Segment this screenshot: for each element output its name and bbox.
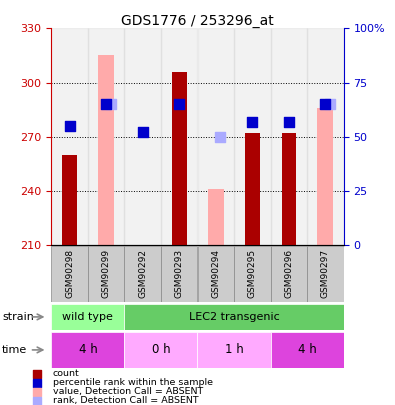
Text: GSM90297: GSM90297 [321, 249, 330, 298]
Bar [271, 28, 307, 245]
Bar [51, 332, 124, 368]
Text: value, Detection Call = ABSENT: value, Detection Call = ABSENT [53, 387, 203, 396]
Text: 4 h: 4 h [79, 343, 97, 356]
Point [322, 101, 329, 107]
Bar [161, 246, 198, 302]
Text: 0 h: 0 h [152, 343, 170, 356]
Bar [234, 246, 271, 302]
Point [139, 129, 146, 136]
Point [176, 101, 182, 107]
Text: rank, Detection Call = ABSENT: rank, Detection Call = ABSENT [53, 396, 199, 405]
Text: GSM90294: GSM90294 [211, 249, 220, 298]
Bar [234, 28, 271, 245]
Bar [172, 72, 186, 245]
Text: GSM90296: GSM90296 [284, 249, 293, 298]
Text: wild type: wild type [62, 312, 113, 322]
Bar [198, 28, 234, 245]
Text: time: time [2, 345, 27, 355]
Bar [282, 133, 296, 245]
Point [66, 123, 73, 129]
Text: GSM90292: GSM90292 [138, 249, 147, 298]
Text: percentile rank within the sample: percentile rank within the sample [53, 378, 213, 387]
Text: LEC2 transgenic: LEC2 transgenic [189, 312, 279, 322]
Bar [208, 189, 224, 245]
Point [103, 101, 109, 107]
Text: GSM90299: GSM90299 [102, 249, 111, 298]
Text: GDS1776 / 253296_at: GDS1776 / 253296_at [121, 14, 274, 28]
Text: GSM90293: GSM90293 [175, 249, 184, 298]
Text: count: count [53, 369, 80, 378]
Bar [98, 55, 114, 245]
Bar [307, 28, 344, 245]
Bar [124, 28, 161, 245]
Point [327, 101, 333, 107]
Bar [245, 133, 260, 245]
Bar [271, 332, 344, 368]
Bar [51, 28, 88, 245]
Bar [124, 246, 161, 302]
Bar [198, 332, 271, 368]
Point [34, 397, 40, 404]
Bar [62, 155, 77, 245]
Bar [271, 246, 307, 302]
Text: 1 h: 1 h [225, 343, 243, 356]
Point [34, 379, 40, 386]
Point [249, 118, 256, 125]
Point [34, 388, 40, 395]
Text: strain: strain [2, 312, 34, 322]
Bar [198, 246, 234, 302]
Bar [88, 246, 124, 302]
Bar [135, 245, 151, 250]
Bar [51, 246, 88, 302]
Text: GSM90298: GSM90298 [65, 249, 74, 298]
Bar [161, 28, 198, 245]
Bar [317, 108, 333, 245]
Text: GSM90295: GSM90295 [248, 249, 257, 298]
Bar [307, 246, 344, 302]
Bar [124, 304, 344, 330]
Point [286, 118, 292, 125]
Bar [124, 332, 198, 368]
Point [34, 371, 40, 377]
Bar [88, 28, 124, 245]
Point [217, 134, 223, 140]
Point [107, 101, 114, 107]
Bar [51, 304, 124, 330]
Text: 4 h: 4 h [298, 343, 316, 356]
